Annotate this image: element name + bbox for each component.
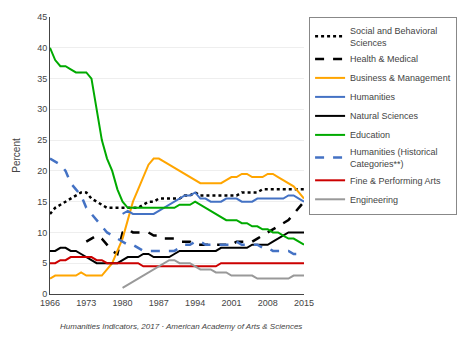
svg-text:Social and BehavioralSciences: Social and BehavioralSciences	[350, 26, 437, 48]
svg-text:Business & Management: Business & Management	[350, 73, 451, 83]
svg-text:35: 35	[37, 74, 47, 84]
svg-text:Education: Education	[350, 130, 390, 140]
svg-text:1973: 1973	[76, 298, 96, 308]
svg-text:Fine & Performing Arts: Fine & Performing Arts	[350, 176, 441, 186]
svg-text:Health & Medical: Health & Medical	[350, 54, 418, 64]
svg-text:Humanities (HistoricalCategori: Humanities (HistoricalCategories**)	[350, 147, 438, 169]
svg-text:2008: 2008	[258, 298, 278, 308]
svg-text:1980: 1980	[113, 298, 133, 308]
svg-text:Engineering: Engineering	[350, 195, 398, 205]
svg-text:40: 40	[37, 43, 47, 53]
svg-text:1966: 1966	[40, 298, 60, 308]
svg-text:2015: 2015	[294, 298, 314, 308]
svg-text:0: 0	[42, 289, 47, 299]
svg-text:Percent: Percent	[11, 138, 22, 173]
svg-text:2001: 2001	[221, 298, 241, 308]
svg-text:20: 20	[37, 166, 47, 176]
svg-text:10: 10	[37, 228, 47, 238]
svg-text:45: 45	[37, 12, 47, 22]
svg-text:15: 15	[37, 197, 47, 207]
svg-text:5: 5	[42, 258, 47, 268]
svg-text:1994: 1994	[185, 298, 205, 308]
svg-text:Natural Sciences: Natural Sciences	[350, 111, 419, 121]
svg-text:25: 25	[37, 135, 47, 145]
svg-text:Humanities: Humanities	[350, 92, 396, 102]
svg-text:Humanities Indicators, 2017 ·: Humanities Indicators, 2017 · American A…	[60, 322, 302, 331]
svg-text:1987: 1987	[149, 298, 169, 308]
svg-text:30: 30	[37, 104, 47, 114]
